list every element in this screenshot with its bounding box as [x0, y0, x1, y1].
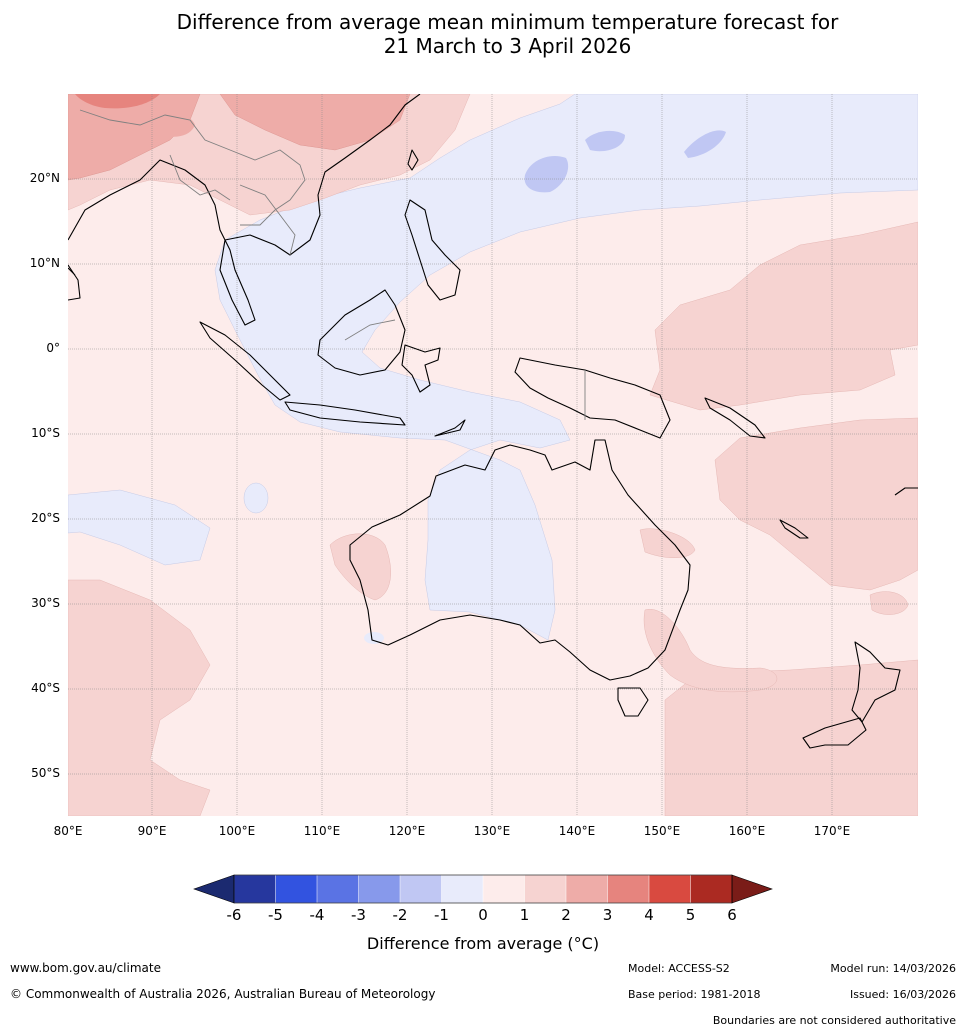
- lon-label: 110°E: [303, 824, 341, 838]
- tasmania-coastline: [617, 687, 649, 717]
- anomaly-minus1-to-0-west-band: [68, 489, 211, 566]
- model-run-date: Model run: 14/03/2026: [830, 962, 956, 975]
- lon-label: 90°E: [137, 824, 167, 838]
- lon-label: 100°E: [218, 824, 256, 838]
- base-period: Base period: 1981-2018: [628, 988, 761, 1001]
- colorbar-tick: 4: [644, 906, 654, 924]
- anomaly-1-to-2-southwest-pacific: [714, 417, 918, 591]
- website-link[interactable]: www.bom.gov.au/climate: [10, 961, 161, 975]
- colorbar-tick: -5: [268, 906, 283, 924]
- colorbar-swatch: [233, 874, 277, 904]
- colorbar-tick: 0: [478, 906, 488, 924]
- colorbar-swatches: [233, 874, 733, 904]
- colorbar-tick: 1: [519, 906, 530, 924]
- colorbar-swatch: [399, 874, 443, 904]
- colorbar-tick: -3: [351, 906, 366, 924]
- colorbar-tick: 6: [727, 906, 737, 924]
- lat-label: 50°S: [31, 766, 60, 780]
- anomaly-3-to-4-patch: [75, 94, 160, 109]
- boundaries-disclaimer: Boundaries are not considered authoritat…: [712, 1014, 956, 1027]
- anomaly-1-to-2-tasman: [869, 591, 909, 615]
- colorbar-swatch: [275, 874, 318, 904]
- coastlines: [68, 94, 918, 749]
- colorbar-outline: [233, 874, 733, 904]
- lat-label: 0°: [46, 341, 60, 355]
- title-line-2: 21 March to 3 April 2026: [383, 34, 632, 58]
- title-line-1: Difference from average mean minimum tem…: [176, 10, 839, 34]
- anomaly-minus1-to-0-patch: [243, 482, 269, 514]
- colorbar-swatch: [607, 874, 650, 904]
- sumatra-coastline: [199, 321, 291, 401]
- model-name: Model: ACCESS-S2: [628, 962, 730, 975]
- anomaly-1-to-2-southern-indian-ocean: [68, 579, 211, 816]
- colorbar-tick: -4: [309, 906, 325, 924]
- copyright-text: © Commonwealth of Australia 2026, Austra…: [10, 987, 436, 1001]
- lon-label: 170°E: [813, 824, 851, 838]
- colorbar-low-extension: [193, 874, 235, 904]
- anomaly-1-to-2-west-australia: [329, 533, 391, 601]
- anomaly-1-to-2-east-australia: [639, 528, 696, 558]
- lon-label: 160°E: [728, 824, 766, 838]
- colorbar-title: Difference from average (°C): [366, 934, 600, 953]
- lat-label: 10°N: [29, 256, 60, 270]
- lat-label: 20°N: [29, 171, 60, 185]
- new-zealand-north-coastline: [851, 641, 901, 723]
- colorbar-swatch: [316, 874, 360, 904]
- anomaly-minus1-to-0-patch: [364, 632, 384, 644]
- anomaly-1-to-2-southeast-australia: [643, 608, 778, 693]
- java-coastline: [284, 401, 406, 426]
- colorbar-tick: -6: [226, 906, 242, 924]
- colorbar-swatch: [482, 874, 526, 904]
- country-borders: [79, 109, 586, 420]
- new-zealand-south-coastline: [802, 717, 867, 749]
- colorbar-tick: -1: [434, 906, 449, 924]
- sri-lanka-coastline: [68, 267, 76, 276]
- colorbar-swatch: [524, 874, 567, 904]
- anomaly-minus2-to-minus1-patch: [524, 155, 569, 193]
- colorbar-swatch: [441, 874, 484, 904]
- anomaly-2-to-3-china: [219, 94, 411, 151]
- new-caledonia-coastline: [779, 519, 809, 539]
- lon-label: 130°E: [473, 824, 511, 838]
- lat-label: 10°S: [31, 426, 60, 440]
- colorbar-swatch: [648, 874, 692, 904]
- colorbar-tick: 3: [602, 906, 613, 924]
- lat-label: 30°S: [31, 596, 60, 610]
- borneo-coastline: [317, 289, 406, 376]
- anomaly-1-to-2-pacific: [649, 221, 918, 411]
- map-title: Difference from average mean minimum tem…: [0, 10, 965, 58]
- colorbar-high-extension: [731, 874, 773, 904]
- taiwan-coastline: [407, 149, 419, 171]
- lon-label: 80°E: [53, 824, 83, 838]
- lat-label: 20°S: [31, 511, 60, 525]
- issued-date: Issued: 16/03/2026: [849, 988, 956, 1001]
- anomaly-2-to-3-patch: [150, 113, 195, 137]
- colorbar-tick: 2: [561, 906, 571, 924]
- colorbar-tick: -2: [392, 906, 408, 924]
- philippines-coastline: [404, 199, 461, 301]
- lon-label: 140°E: [558, 824, 596, 838]
- australia-coastline: [349, 439, 691, 681]
- lat-label: 40°S: [31, 681, 60, 695]
- colorbar-swatch: [358, 874, 401, 904]
- fiji-coastline: [894, 487, 918, 496]
- new-guinea-coastline: [514, 357, 671, 439]
- mainland-asia-coastline: [68, 94, 421, 326]
- anomaly-minus2-to-minus1-patch: [585, 130, 625, 152]
- solomon-islands-coastline: [704, 397, 766, 439]
- lon-label: 150°E: [643, 824, 681, 838]
- east-timor-coastline: [434, 419, 466, 437]
- forecast-map: [68, 94, 918, 816]
- colorbar-swatch: [565, 874, 609, 904]
- gridlines: [68, 94, 918, 816]
- sulawesi-coastline: [401, 344, 441, 393]
- colorbar-swatch: [690, 874, 733, 904]
- colorbar-tick: 5: [685, 906, 696, 924]
- colorbar: [193, 874, 773, 904]
- anomaly-minus2-to-minus1-patch: [684, 130, 726, 158]
- lon-label: 120°E: [388, 824, 426, 838]
